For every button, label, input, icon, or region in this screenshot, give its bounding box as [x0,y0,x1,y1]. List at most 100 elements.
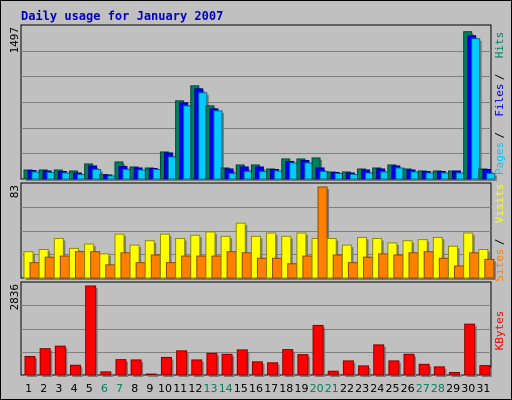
sites-bar [363,256,374,279]
kbytes-bar [24,355,36,376]
kbytes-bar [403,353,415,376]
sites-bar [211,255,222,279]
visits-bar [448,245,459,279]
sites-bar [241,252,252,279]
day-label: 29 [446,382,460,395]
legend-files: Files [493,83,506,116]
day-label: 4 [71,382,78,395]
legend-separator: / [493,132,506,139]
day-label: 19 [295,382,309,395]
kbytes-bar [327,370,339,376]
sites-bar [105,264,116,279]
sites-bar [408,252,419,279]
kbytes-bar [100,371,112,376]
visits-sites-ymax-label: 83 [8,185,21,198]
day-label: 28 [431,382,445,395]
kbytes-bar [54,345,66,376]
sites-bar [196,255,207,279]
legend-hits: Hits [493,32,506,59]
day-label: 9 [146,382,153,395]
kbytes-bar [39,348,51,376]
legend-separator: / [493,238,506,245]
day-label: 15 [234,382,248,395]
kbytes-bar [236,349,248,376]
day-label: 23 [355,382,369,395]
day-label: 2 [40,382,47,395]
sites-bar [272,257,283,279]
pages-bar [213,110,223,180]
kbytes-bar [449,371,461,376]
sites-bar [256,257,267,279]
kbytes-bar [69,364,81,376]
day-label: 27 [416,382,430,395]
visits-bar [432,236,443,279]
pages-bar [471,38,481,180]
day-label: 5 [86,382,93,395]
kbytes-bar [312,324,324,376]
hits-files-pages-ymax-label: 1497 [8,27,21,54]
day-label: 12 [188,382,202,395]
legend-kbytes: KBytes [493,311,506,351]
day-label: 31 [476,382,490,395]
kbytes-bar [418,363,430,376]
visits-bar [205,231,216,279]
day-label: 20 [310,382,324,395]
sites-bar [226,251,237,279]
kbytes-bar [191,359,203,376]
kbytes-ymax-label: 2836 [8,284,21,311]
kbytes-bar [358,365,370,376]
kbytes-bar [388,360,400,376]
legend-separator: / [493,73,506,80]
sites-bar [29,262,40,279]
day-label: 25 [386,382,400,395]
sites-bar [378,253,389,279]
sites-bar [135,262,146,279]
day-label: 30 [461,382,475,395]
sites-bar [74,251,85,279]
sites-bar [423,251,434,279]
sites-bar [317,186,328,279]
kbytes-bar [206,352,218,376]
kbytes-bar [251,361,263,376]
sites-bar [181,255,192,279]
sites-bar [90,251,101,279]
day-label: 18 [279,382,293,395]
kbytes-bar-shadow [148,376,159,378]
day-label: 13 [204,382,218,395]
day-label: 7 [116,382,123,395]
sites-bar [332,254,343,279]
sites-bar [302,255,313,279]
kbytes-bar [85,285,97,376]
sites-bar [454,265,465,279]
sites-bar [150,254,161,279]
kbytes-bar [160,356,172,376]
day-label: 10 [158,382,172,395]
kbytes-bar [342,360,354,376]
kbytes-bar [267,362,279,376]
day-label: 21 [325,382,339,395]
sites-bar [165,262,176,279]
kbytes-bar-shadow [451,374,462,377]
legend-sites: Sites [493,248,506,281]
kbytes-bar [130,359,142,376]
visits-bar [341,244,352,279]
sites-bar [44,256,55,279]
sites-bar [287,263,298,279]
pages-bar [486,172,496,180]
sites-bar [59,255,70,279]
kbytes-bar [464,323,476,376]
day-label: 22 [340,382,354,395]
kbytes-bar [297,354,309,376]
sites-bar [120,252,131,279]
legend-pages: Pages [493,142,506,175]
kbytes-bar [145,373,157,376]
visits-bar [235,222,246,279]
day-label: 26 [401,382,415,395]
visits-bar [159,233,170,279]
sites-bar [484,258,495,279]
day-label: 14 [219,382,233,395]
day-label: 16 [249,382,263,395]
sites-bar [393,254,404,279]
day-label: 11 [173,382,187,395]
